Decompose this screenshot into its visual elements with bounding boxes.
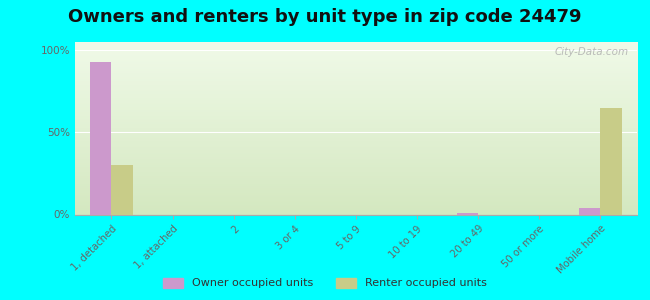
Bar [111, 165, 133, 214]
Bar [579, 208, 601, 214]
Bar [90, 62, 111, 214]
Bar [457, 213, 478, 214]
Text: City-Data.com: City-Data.com [554, 47, 629, 57]
Text: Owners and renters by unit type in zip code 24479: Owners and renters by unit type in zip c… [68, 8, 582, 26]
Legend: Owner occupied units, Renter occupied units: Owner occupied units, Renter occupied un… [159, 273, 491, 293]
Bar [601, 108, 621, 214]
